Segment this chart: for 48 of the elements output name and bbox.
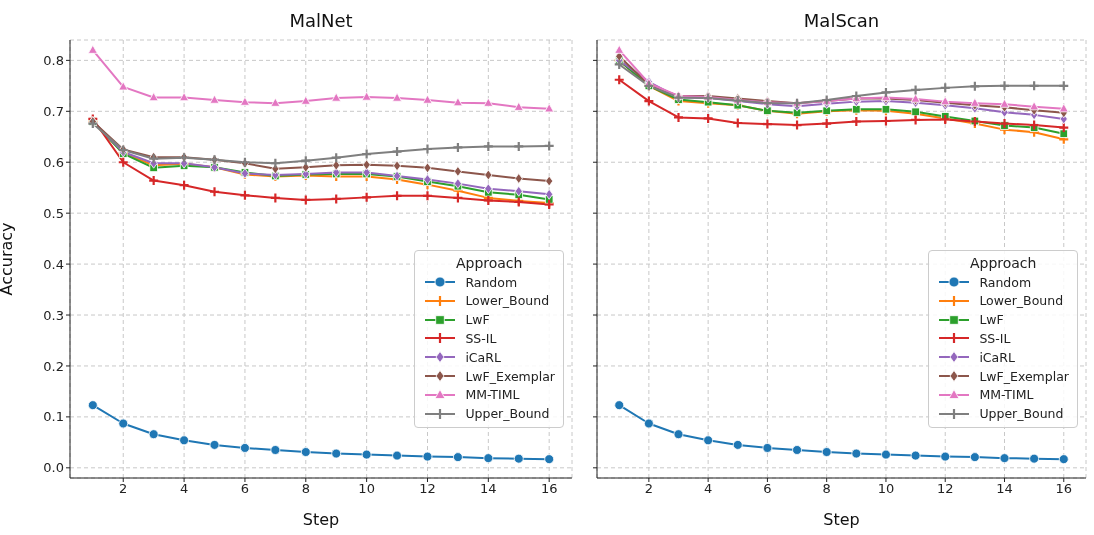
legend-label: Upper_Bound <box>465 406 550 422</box>
y-tick-label: 0.6 <box>43 154 64 170</box>
legend-label: iCaRL <box>465 349 501 365</box>
y-tick-label: 0.2 <box>43 358 64 374</box>
legend-label: LwF <box>465 312 490 328</box>
legend-label: LwF_Exemplar <box>979 368 1069 384</box>
x-axis-title: Step <box>302 510 340 529</box>
y-tick-label: 0.0 <box>43 460 64 476</box>
x-tick-label: 16 <box>540 481 558 497</box>
y-tick-label: 0.8 <box>43 52 64 68</box>
x-tick-label: 14 <box>480 481 497 497</box>
x-tick-label: 12 <box>936 481 954 497</box>
x-tick-label: 6 <box>240 481 250 497</box>
x-tick-label: 14 <box>996 481 1013 497</box>
legend-label: LwF_Exemplar <box>465 368 555 384</box>
legend-label: Lower_Bound <box>979 293 1064 309</box>
legend-label: Upper_Bound <box>979 406 1064 422</box>
legend-label: SS-IL <box>465 330 497 346</box>
legend-title: Approach <box>968 254 1038 271</box>
legend-title: Approach <box>454 254 524 271</box>
x-tick-label: 8 <box>301 481 310 497</box>
x-tick-label: 16 <box>1055 481 1073 497</box>
legend-label: LwF <box>979 312 1004 328</box>
y-axis-title: Accuracy <box>0 222 16 296</box>
x-tick-label: 8 <box>822 481 831 497</box>
legend-label: SS-IL <box>979 330 1011 346</box>
x-tick-label: 6 <box>763 481 772 497</box>
legend-label: MM-TIML <box>465 387 520 403</box>
y-tick-label: 0.3 <box>43 307 64 323</box>
x-tick-label: 10 <box>358 481 375 497</box>
legend-label: Lower_Bound <box>465 293 550 309</box>
x-tick-label: 4 <box>704 481 713 497</box>
y-tick-label: 0.1 <box>43 409 64 425</box>
x-tick-label: 2 <box>119 481 128 497</box>
chart-title: MalNet <box>288 10 354 31</box>
legend-label: MM-TIML <box>979 387 1034 403</box>
x-tick-label: 10 <box>877 481 895 497</box>
x-tick-label: 2 <box>644 481 653 497</box>
legend-label: Random <box>979 274 1032 290</box>
y-tick-label: 0.5 <box>43 205 64 221</box>
chart-title: MalScan <box>802 10 881 31</box>
x-axis-title: Step <box>823 510 860 529</box>
x-tick-label: 4 <box>179 481 189 497</box>
y-tick-label: 0.7 <box>43 103 64 119</box>
legend-label: Random <box>465 274 518 290</box>
x-tick-label: 12 <box>419 481 436 497</box>
legend-label: iCaRL <box>979 349 1015 365</box>
y-tick-label: 0.4 <box>43 256 64 272</box>
